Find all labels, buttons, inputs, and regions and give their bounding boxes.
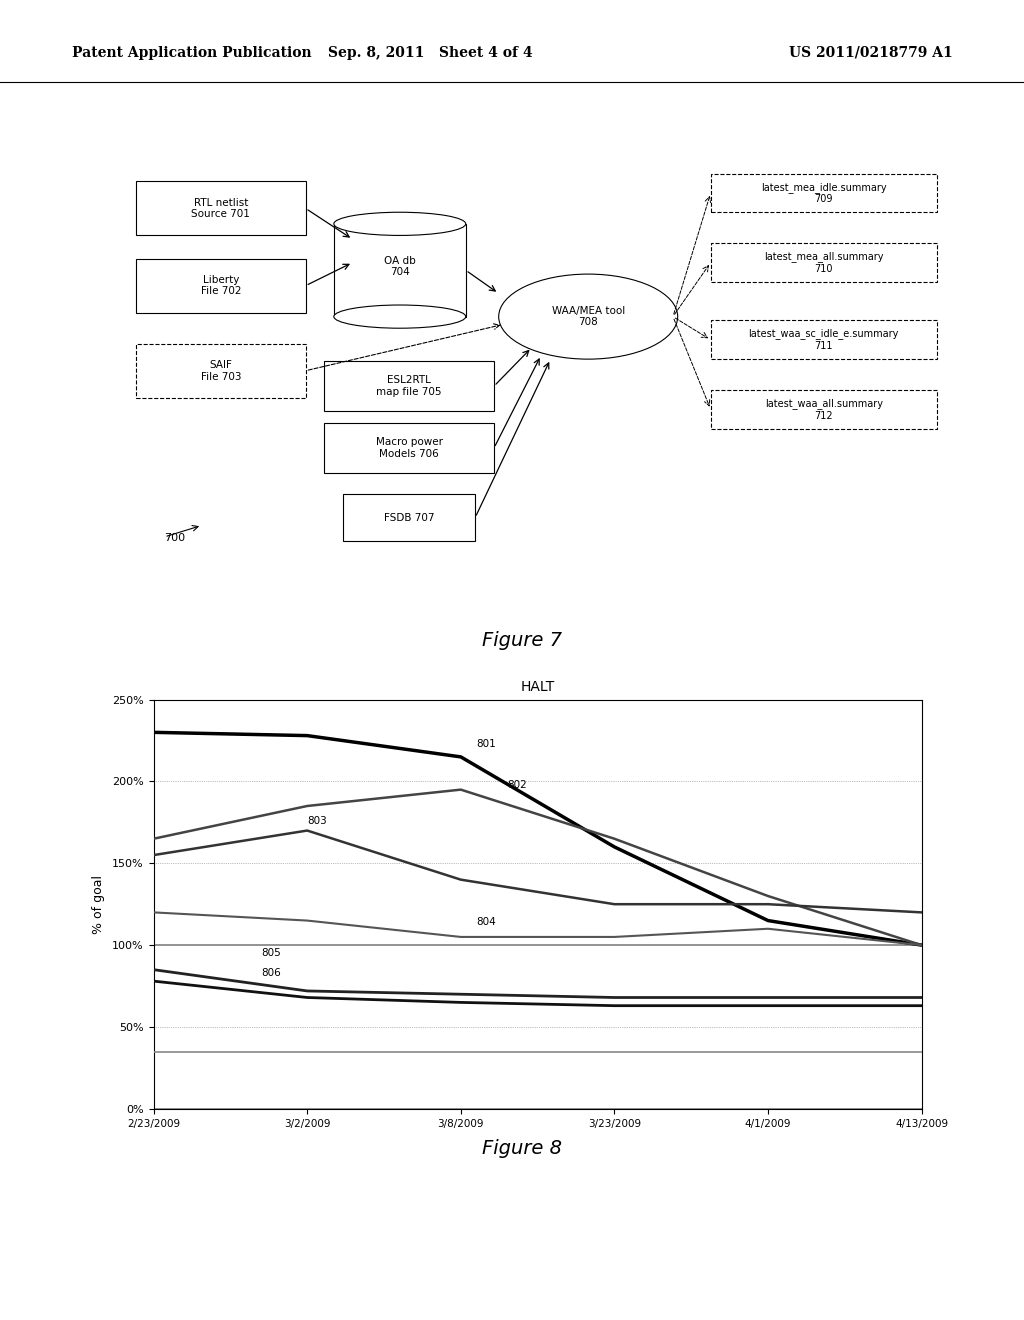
Text: OA db
704: OA db 704 (384, 256, 416, 277)
Text: US 2011/0218779 A1: US 2011/0218779 A1 (788, 46, 952, 59)
FancyBboxPatch shape (136, 343, 305, 397)
Text: latest_waa_sc_idle_e.summary
711: latest_waa_sc_idle_e.summary 711 (749, 329, 899, 351)
Ellipse shape (499, 275, 678, 359)
Text: 803: 803 (307, 816, 327, 825)
Text: latest_waa_all.summary
712: latest_waa_all.summary 712 (765, 399, 883, 421)
FancyBboxPatch shape (136, 259, 305, 313)
Text: latest_mea_idle.summary
709: latest_mea_idle.summary 709 (761, 182, 887, 205)
Ellipse shape (334, 305, 466, 329)
Text: 700: 700 (164, 533, 185, 543)
Text: Liberty
File 702: Liberty File 702 (201, 275, 241, 297)
Text: Macro power
Models 706: Macro power Models 706 (376, 437, 442, 459)
Text: WAA/MEA tool
708: WAA/MEA tool 708 (552, 306, 625, 327)
FancyBboxPatch shape (343, 495, 475, 541)
FancyBboxPatch shape (711, 391, 937, 429)
FancyBboxPatch shape (711, 174, 937, 213)
FancyBboxPatch shape (711, 321, 937, 359)
Text: FSDB 707: FSDB 707 (384, 512, 434, 523)
Text: ESL2RTL
map file 705: ESL2RTL map file 705 (377, 375, 442, 397)
Y-axis label: % of goal: % of goal (92, 875, 105, 933)
FancyBboxPatch shape (325, 422, 494, 473)
Text: SAIF
File 703: SAIF File 703 (201, 360, 241, 381)
FancyBboxPatch shape (711, 243, 937, 282)
Text: Figure 7: Figure 7 (482, 631, 562, 649)
FancyBboxPatch shape (136, 181, 305, 235)
Text: 801: 801 (476, 739, 496, 748)
Text: RTL netlist
Source 701: RTL netlist Source 701 (191, 198, 250, 219)
Bar (334, 224, 466, 317)
Text: 806: 806 (261, 968, 281, 978)
Ellipse shape (334, 213, 466, 235)
Text: Figure 8: Figure 8 (482, 1139, 562, 1158)
Text: Sep. 8, 2011   Sheet 4 of 4: Sep. 8, 2011 Sheet 4 of 4 (328, 46, 532, 59)
Text: latest_mea_all.summary
710: latest_mea_all.summary 710 (764, 251, 884, 273)
Text: 804: 804 (476, 917, 496, 927)
Text: 805: 805 (261, 948, 281, 958)
Text: 802: 802 (507, 780, 526, 789)
Text: Patent Application Publication: Patent Application Publication (72, 46, 311, 59)
FancyBboxPatch shape (325, 362, 494, 412)
Title: HALT: HALT (520, 680, 555, 694)
